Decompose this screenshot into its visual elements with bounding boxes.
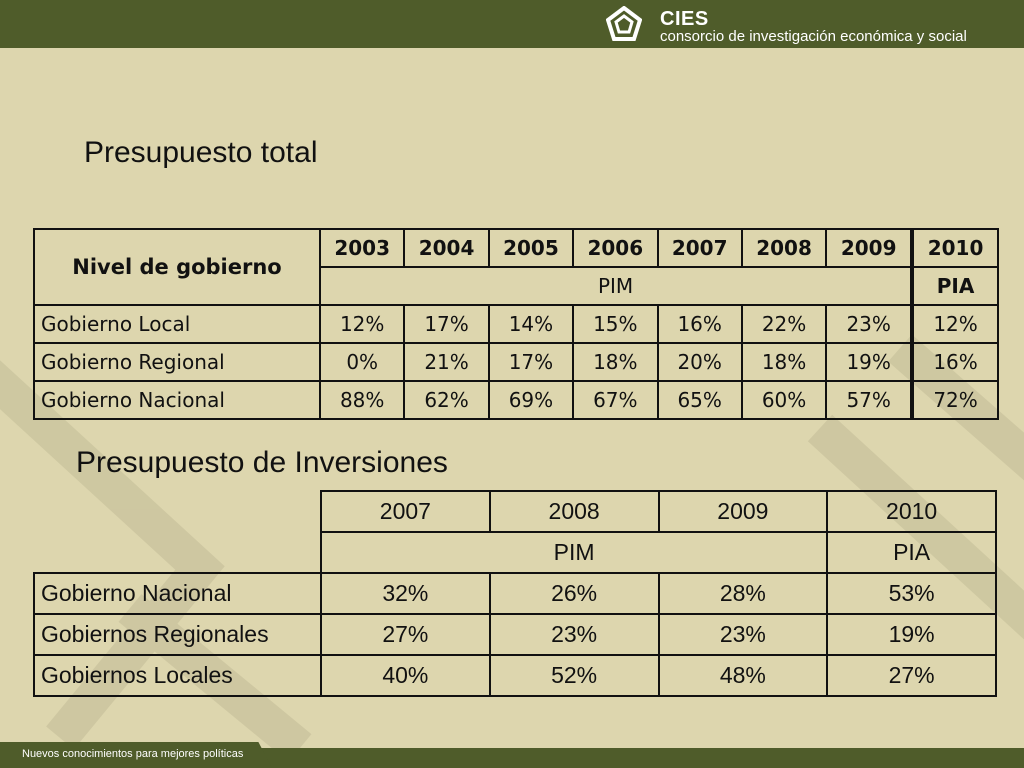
table-cell: 16% — [656, 304, 743, 344]
brand-subtitle: consorcio de investigación económica y s… — [660, 28, 967, 45]
year-header: 2010 — [826, 490, 997, 533]
table-cell: 65% — [656, 380, 743, 420]
presupuesto-total-table: Nivel de gobierno 2003 2004 2005 2006 20… — [33, 228, 999, 420]
row-label: Gobierno Nacional — [33, 572, 322, 615]
year-header: 2005 — [487, 228, 575, 268]
table-row: Gobiernos Locales 40% 52% 48% 27% — [33, 654, 997, 697]
table-cell: 32% — [320, 572, 491, 615]
footer-tagline: Nuevos conocimientos para mejores políti… — [22, 748, 244, 760]
table-cell: 18% — [740, 342, 828, 382]
empty-corner — [34, 491, 321, 573]
year-header: 2008 — [488, 490, 660, 533]
table-cell: 17% — [403, 304, 490, 344]
table-row: Gobierno Nacional 88% 62% 69% 67% 65% 60… — [33, 380, 999, 420]
table-cell: 23% — [825, 304, 914, 344]
section1-title: Presupuesto total — [84, 136, 318, 169]
year-header: 2003 — [318, 228, 406, 268]
brand-name: CIES — [660, 8, 709, 30]
row-label: Gobiernos Locales — [33, 654, 322, 697]
table-row: Gobiernos Regionales 27% 23% 23% 19% — [33, 613, 997, 656]
table-cell: 17% — [487, 342, 575, 382]
table-cell: 48% — [657, 654, 829, 697]
pia-label: PIA — [826, 531, 997, 574]
year-header: 2004 — [403, 228, 490, 268]
table-cell: 28% — [657, 572, 829, 615]
table-cell: 20% — [656, 342, 743, 382]
row-label: Gobierno Local — [33, 304, 321, 344]
table-cell: 57% — [825, 380, 914, 420]
table-cell: 88% — [318, 380, 406, 420]
year-header: 2010 — [910, 228, 999, 268]
table-cell: 0% — [318, 342, 406, 382]
table-cell: 21% — [403, 342, 490, 382]
table-cell: 67% — [572, 380, 659, 420]
table-cell: 26% — [488, 572, 660, 615]
header-bar — [0, 0, 1024, 48]
footer-tab — [0, 742, 272, 768]
pim-label: PIM — [319, 531, 829, 574]
table-cell: 27% — [320, 613, 491, 656]
table-cell: 23% — [488, 613, 660, 656]
table-cell: 69% — [487, 380, 575, 420]
corner-header: Nivel de gobierno — [33, 228, 321, 306]
table-cell: 14% — [487, 304, 575, 344]
table-cell: 15% — [572, 304, 659, 344]
year-header: 2007 — [656, 228, 743, 268]
table-cell: 18% — [572, 342, 659, 382]
row-label: Gobierno Regional — [33, 342, 321, 382]
table-cell: 62% — [403, 380, 490, 420]
table-row: Gobierno Regional 0% 21% 17% 18% 20% 18%… — [33, 342, 999, 382]
table-cell: 23% — [657, 613, 829, 656]
table-cell: 72% — [910, 380, 999, 420]
presupuesto-inversiones-table: 2007 2008 2009 2010 PIM PIA Gobierno Nac… — [33, 490, 997, 697]
year-header: 2009 — [657, 490, 829, 533]
table-cell: 40% — [320, 654, 491, 697]
table-row: Gobierno Local 12% 17% 14% 15% 16% 22% 2… — [33, 304, 999, 344]
table-cell: 22% — [740, 304, 828, 344]
row-label: Gobiernos Regionales — [33, 613, 322, 656]
year-header: 2008 — [740, 228, 828, 268]
pentagon-logo-icon — [606, 6, 642, 41]
table-cell: 12% — [318, 304, 406, 344]
table-cell: 16% — [910, 342, 999, 382]
year-header: 2009 — [825, 228, 914, 268]
row-label: Gobierno Nacional — [33, 380, 321, 420]
table-cell: 19% — [826, 613, 997, 656]
table-cell: 52% — [488, 654, 660, 697]
pia-label: PIA — [910, 266, 999, 306]
table-cell: 53% — [826, 572, 997, 615]
table-cell: 27% — [826, 654, 997, 697]
table-cell: 12% — [910, 304, 999, 344]
year-header: 2006 — [572, 228, 659, 268]
section2-title: Presupuesto de Inversiones — [76, 446, 448, 479]
table-row: Gobierno Nacional 32% 26% 28% 53% — [33, 572, 997, 615]
table-cell: 60% — [740, 380, 828, 420]
table-cell: 19% — [825, 342, 914, 382]
pim-label: PIM — [318, 266, 914, 306]
year-header: 2007 — [320, 490, 491, 533]
